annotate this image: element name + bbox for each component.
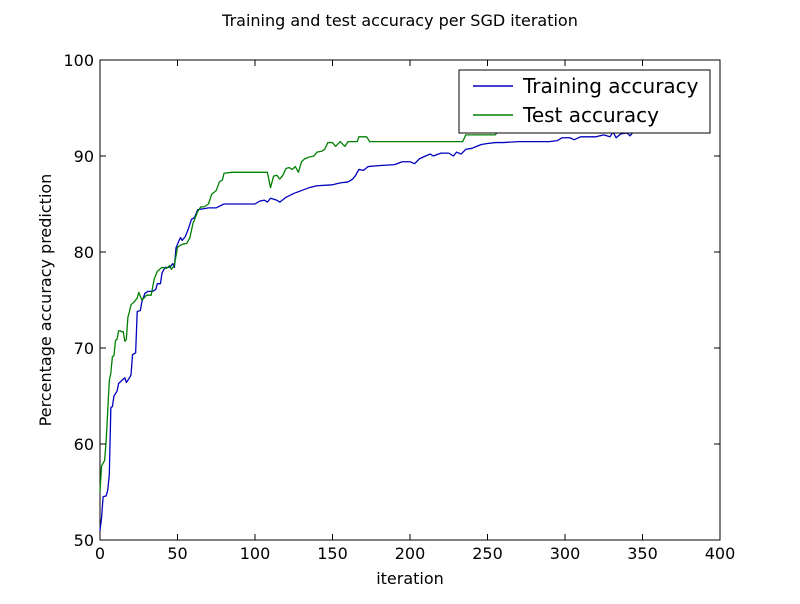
- y-tick-label-1: 60: [74, 435, 94, 454]
- y-tick-label-2: 70: [74, 339, 94, 358]
- legend-label-test: Test accuracy: [522, 103, 659, 127]
- x-tick-label-8: 400: [705, 544, 736, 563]
- x-tick-label-0: 0: [95, 544, 105, 563]
- y-tick-label-3: 80: [74, 243, 94, 262]
- x-tick-label-2: 100: [240, 544, 271, 563]
- y-tick-label-5: 100: [63, 51, 94, 70]
- legend-label-training: Training accuracy: [522, 74, 699, 98]
- x-tick-label-7: 350: [627, 544, 658, 563]
- x-tick-label-1: 50: [167, 544, 187, 563]
- legend: Training accuracy Test accuracy: [458, 69, 711, 134]
- y-tick-label-4: 90: [74, 147, 94, 166]
- y-tick-label-0: 50: [74, 531, 94, 550]
- series-line-0: [99, 131, 634, 532]
- x-tick-label-4: 200: [395, 544, 426, 563]
- chart-title: Training and test accuracy per SGD itera…: [221, 11, 578, 30]
- x-axis-label: iteration: [376, 569, 444, 588]
- y-axis-label: Percentage accuracy prediction: [36, 174, 55, 427]
- x-tick-label-6: 300: [550, 544, 581, 563]
- x-tick-label-3: 150: [317, 544, 348, 563]
- plot-area-frame: [99, 59, 721, 541]
- series-layer: [99, 130, 634, 532]
- legend-box: [458, 69, 711, 134]
- series-line-1: [99, 130, 504, 493]
- x-tick-label-5: 250: [472, 544, 503, 563]
